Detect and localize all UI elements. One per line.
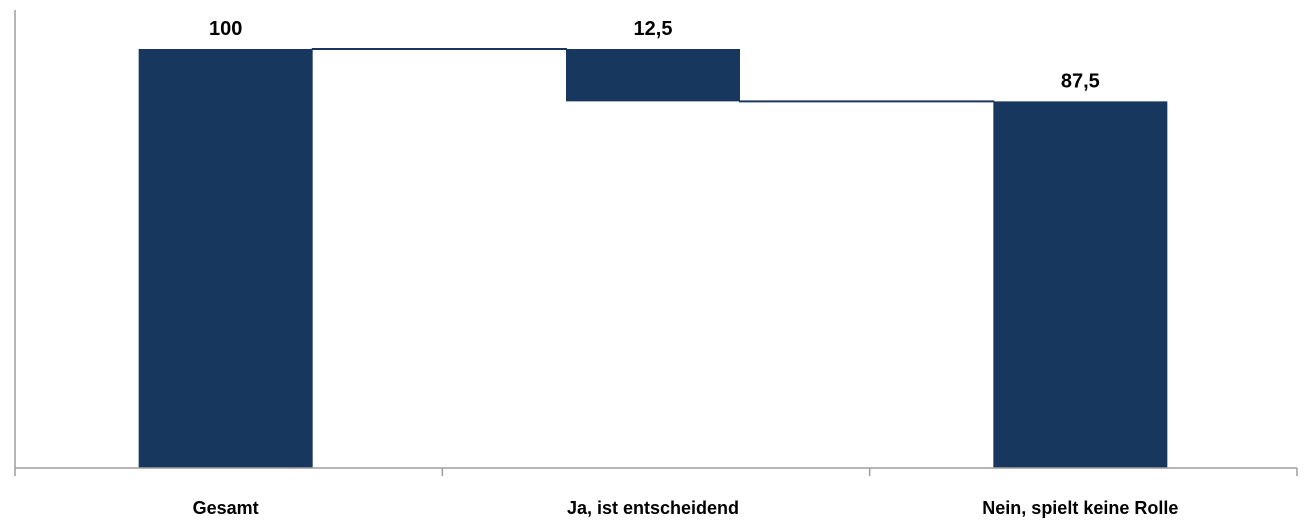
category-label-1: Gesamt	[193, 498, 259, 518]
bars-group	[138, 49, 1168, 468]
bar-2	[566, 49, 740, 102]
axes-group	[14, 10, 1298, 476]
category-label-2: Ja, ist entscheidend	[567, 498, 739, 518]
bar-3	[993, 101, 1168, 468]
connector-lines	[311, 48, 995, 103]
category-label-3: Nein, spielt keine Rolle	[982, 498, 1178, 518]
value-label-2: 12,5	[634, 18, 673, 40]
value-label-1: 100	[209, 18, 242, 40]
bar-1	[138, 49, 313, 468]
value-label-3: 87,5	[1061, 70, 1100, 92]
value-labels-group: 100 12,5 87,5	[209, 18, 1100, 92]
category-labels-group: Gesamt Ja, ist entscheidend Nein, spielt k…	[193, 498, 1179, 518]
